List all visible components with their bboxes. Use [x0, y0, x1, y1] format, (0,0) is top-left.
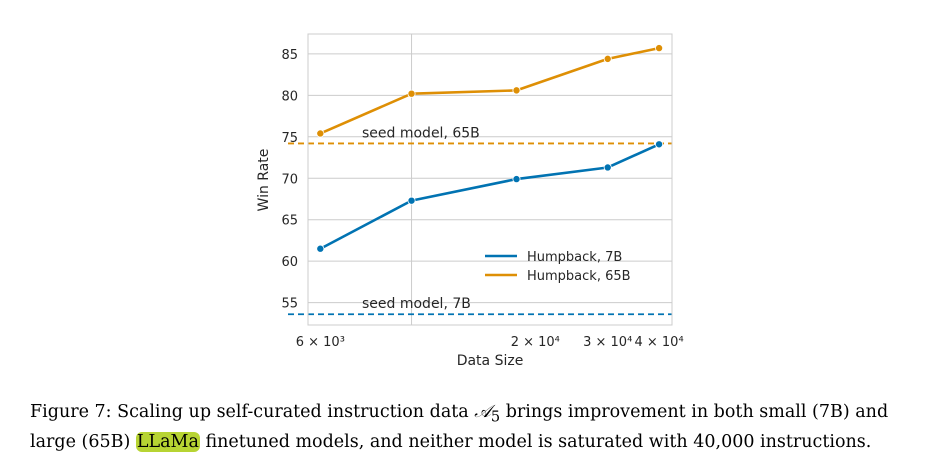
reference-line-label: seed model, 7B [362, 296, 471, 312]
plot-frame [307, 33, 673, 326]
data-point [655, 44, 664, 53]
caption-subscript: 5 [490, 408, 501, 426]
legend-label: Humpback, 7B [527, 250, 622, 265]
series-line [319, 143, 660, 250]
x-tick-label: 4 × 10⁴ [634, 335, 683, 350]
y-tick-label: 70 [281, 172, 298, 187]
x-tick-label: 3 × 10⁴ [583, 335, 632, 350]
data-point [407, 89, 416, 98]
legend-label: Humpback, 65B [527, 269, 631, 284]
data-point [655, 140, 664, 149]
x-tick-labels: 6 × 10³ 2 × 10⁴ 3 × 10⁴ 4 × 10⁴ [296, 335, 684, 350]
y-tick-labels: 55 60 65 70 75 80 85 [281, 48, 298, 312]
y-axis-title: Win Rate [256, 149, 272, 212]
x-tick-label: 2 × 10⁴ [511, 335, 560, 350]
y-tick-label: 55 [281, 297, 298, 312]
reference-line-label: seed model, 65B [362, 125, 480, 141]
x-axis-title: Data Size [457, 353, 524, 369]
win-rate-chart: seed model, 65B seed model, 7B 6 × 10³ 2 ×… [256, 33, 684, 369]
data-point [512, 86, 521, 95]
data-point [316, 129, 325, 138]
data-point [407, 196, 416, 205]
caption-middle: brings improvement in both small (7B) an… [30, 402, 889, 452]
series-lines [316, 44, 664, 253]
y-tick-label: 85 [281, 48, 298, 63]
caption-highlight: LLaMa [135, 431, 200, 452]
caption-suffix: finetuned models, and neither model is s… [199, 431, 872, 452]
y-tick-label: 60 [281, 255, 298, 270]
y-tick-label: 80 [281, 89, 298, 104]
x-tick-label: 6 × 10³ [296, 335, 345, 350]
caption-prefix: Figure 7: Scaling up self-curated instru… [30, 402, 475, 422]
data-point [603, 54, 612, 63]
data-point [316, 244, 325, 253]
legend: Humpback, 7B Humpback, 65B [485, 250, 631, 284]
figure-caption: Figure 7: Scaling up self-curated instru… [30, 400, 910, 454]
data-point [512, 175, 521, 184]
reference-lines: seed model, 65B seed model, 7B [288, 125, 672, 316]
caption-symbol: 𝒜 [474, 402, 491, 422]
y-tick-label: 75 [281, 131, 298, 146]
grid-lines [308, 34, 672, 325]
y-tick-label: 65 [281, 214, 298, 229]
data-point [603, 163, 612, 172]
